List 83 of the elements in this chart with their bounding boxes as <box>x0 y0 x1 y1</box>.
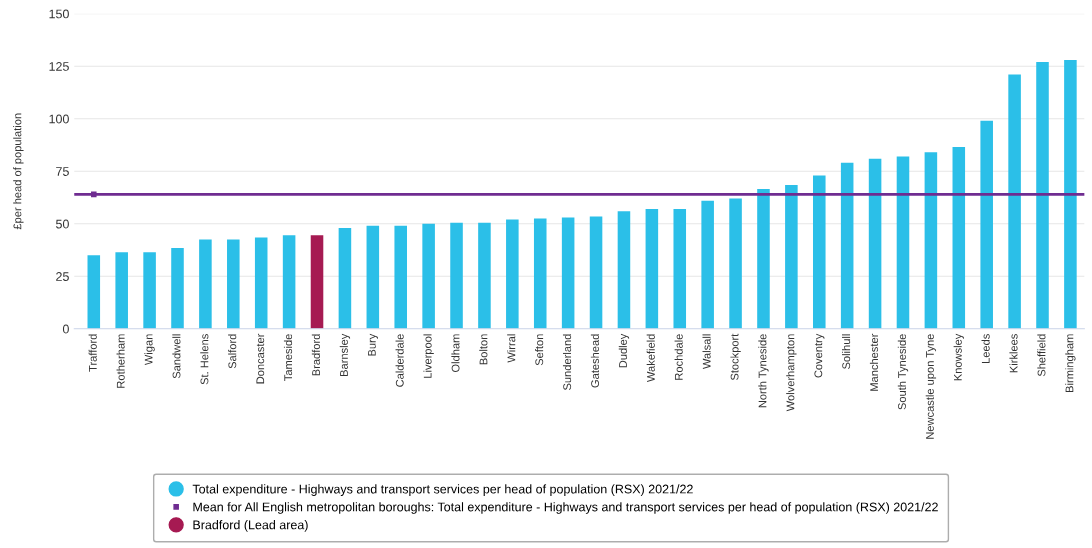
bar <box>840 162 854 329</box>
x-tick-label: Leeds <box>981 334 990 364</box>
legend-label: Mean for All English metropolitan boroughs: Total expenditure - Highways and transport services per head of population (RSX) 2021/22 <box>193 502 938 514</box>
x-tick-label: Stockport <box>730 333 741 381</box>
bar <box>757 189 770 329</box>
x-tick-label: Tameside <box>283 334 293 381</box>
x-tick-label: Knowsley <box>953 333 964 381</box>
x-tick-label: Gateshead <box>590 334 600 388</box>
x-tick-label: Newcastle upon Tyne <box>925 334 937 439</box>
bar <box>896 156 910 329</box>
x-tick-label: Bury <box>368 333 378 356</box>
bar <box>813 175 826 329</box>
bar <box>533 218 547 329</box>
x-tick-label: Wigan <box>144 334 155 366</box>
x-tick-label: Birmingham <box>1065 334 1076 393</box>
bar <box>171 247 184 329</box>
y-tick-label: 0 <box>62 324 69 334</box>
x-tick-label: Calderdale <box>395 334 404 387</box>
bar <box>1036 62 1049 329</box>
x-tick-label: Dudley <box>618 333 630 368</box>
x-tick-label: Kirklees <box>1009 334 1018 373</box>
x-tick-label: Solihull <box>842 334 851 369</box>
bar <box>87 255 101 329</box>
x-tick-label: Bolton <box>479 334 488 365</box>
x-tick-label: Trafford <box>88 334 97 372</box>
x-tick-label: Liverpool <box>423 334 434 378</box>
y-tick-label: 75 <box>56 167 69 176</box>
bar <box>868 158 882 329</box>
bar <box>561 217 575 329</box>
bar <box>394 225 407 329</box>
bar <box>450 222 463 329</box>
bar <box>310 235 324 329</box>
x-tick-label: St. Helens <box>200 334 209 385</box>
bar <box>645 209 659 329</box>
y-tick-label: 100 <box>49 114 69 124</box>
bar <box>478 222 491 329</box>
bar <box>143 252 156 329</box>
x-tick-label: North Tyneside <box>758 334 769 408</box>
x-tick-label: Wakefield <box>646 334 655 382</box>
bar <box>506 219 519 329</box>
bar <box>282 235 296 329</box>
x-tick-label: Sunderland <box>562 334 572 390</box>
bar <box>199 239 212 329</box>
legend-label: Bradford (Lead area) <box>193 520 308 532</box>
bar <box>785 184 798 329</box>
x-tick-label: South Tyneside <box>897 334 909 410</box>
x-tick-label: Sandwell <box>172 334 181 379</box>
x-tick-label: Coventry <box>814 333 825 378</box>
x-tick-label: Doncaster <box>256 333 265 384</box>
x-tick-label: Rochdale <box>674 334 683 380</box>
bar <box>422 223 435 329</box>
y-tick-label: 25 <box>56 272 69 281</box>
x-tick-label: Rotherham <box>116 334 125 388</box>
x-tick-label: Walsall <box>702 334 711 369</box>
bar <box>924 152 938 329</box>
bar <box>254 237 268 329</box>
bar <box>980 120 993 329</box>
x-tick-label: Oldham <box>451 334 460 373</box>
bar <box>952 147 966 329</box>
bar <box>338 227 352 329</box>
x-tick-label: Barnsley <box>339 333 351 376</box>
y-axis-title: £per head of population <box>13 113 24 230</box>
bar <box>589 216 603 329</box>
bar <box>227 239 240 329</box>
x-tick-label: Salford <box>228 334 237 369</box>
y-tick-label: 150 <box>49 9 69 19</box>
bar <box>1008 74 1021 329</box>
x-tick-label: Sheffield <box>1037 334 1046 377</box>
x-tick-label: Sefton <box>535 334 544 366</box>
y-tick-label: 50 <box>55 219 69 229</box>
x-tick-label: Manchester <box>869 333 879 391</box>
legend-label: Total expenditure - Highways and transport services per head of population (RSX) 2021/22 <box>192 484 693 496</box>
bar <box>366 225 380 329</box>
bar <box>701 200 714 329</box>
bar <box>729 198 742 329</box>
x-tick-label: Bradford <box>311 334 320 376</box>
x-tick-label: Wirral <box>507 334 516 363</box>
bar <box>617 211 631 329</box>
bar <box>1064 59 1077 329</box>
y-tick-label: 125 <box>49 62 69 71</box>
bar <box>115 252 128 329</box>
bar <box>673 209 687 329</box>
x-tick-label: Wolverhampton <box>786 334 797 412</box>
